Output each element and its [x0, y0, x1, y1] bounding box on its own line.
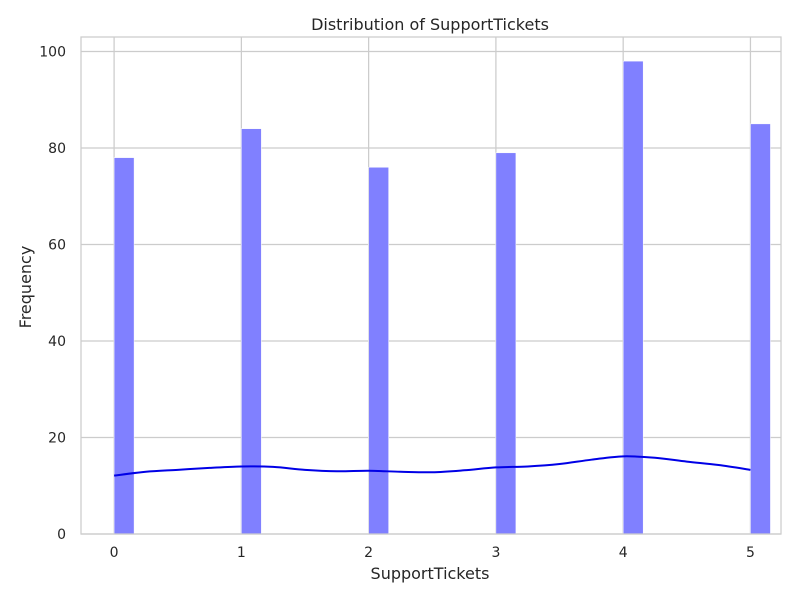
kde-curve	[113, 455, 751, 477]
x-tick-label-3: 3	[491, 545, 500, 561]
y-tick-label-0: 0	[57, 527, 66, 543]
x-tick-label-4: 4	[619, 545, 628, 561]
x-tick-labels: 0 1 2 3 4 5	[110, 545, 755, 561]
histogram-bar-1	[241, 128, 262, 535]
y-axis-label: Frequency	[16, 246, 35, 329]
histogram-bar-5	[750, 123, 771, 535]
y-tick-label-60: 60	[48, 237, 66, 253]
plot-frame	[80, 36, 782, 535]
histogram-bar-3	[495, 152, 517, 535]
y-tick-label-80: 80	[48, 141, 66, 157]
x-tick-label-1: 1	[237, 545, 246, 561]
x-tick-label-0: 0	[110, 545, 119, 561]
x-tick-label-5: 5	[746, 545, 755, 561]
chart-title: Distribution of SupportTickets	[311, 15, 549, 34]
y-tick-label-40: 40	[48, 334, 66, 350]
y-tick-label-100: 100	[39, 44, 66, 60]
y-tick-label-20: 20	[48, 430, 66, 446]
y-tick-labels: 0 20 40 60 80 100	[39, 44, 66, 543]
histogram-bar-0	[113, 157, 135, 535]
kde-curve-layer	[113, 455, 751, 477]
histogram-bar-2	[368, 167, 389, 535]
x-axis-label: SupportTickets	[371, 564, 490, 583]
x-tick-label-2: 2	[364, 545, 373, 561]
histogram-bars	[113, 60, 771, 535]
histogram-bar-4	[622, 60, 644, 535]
